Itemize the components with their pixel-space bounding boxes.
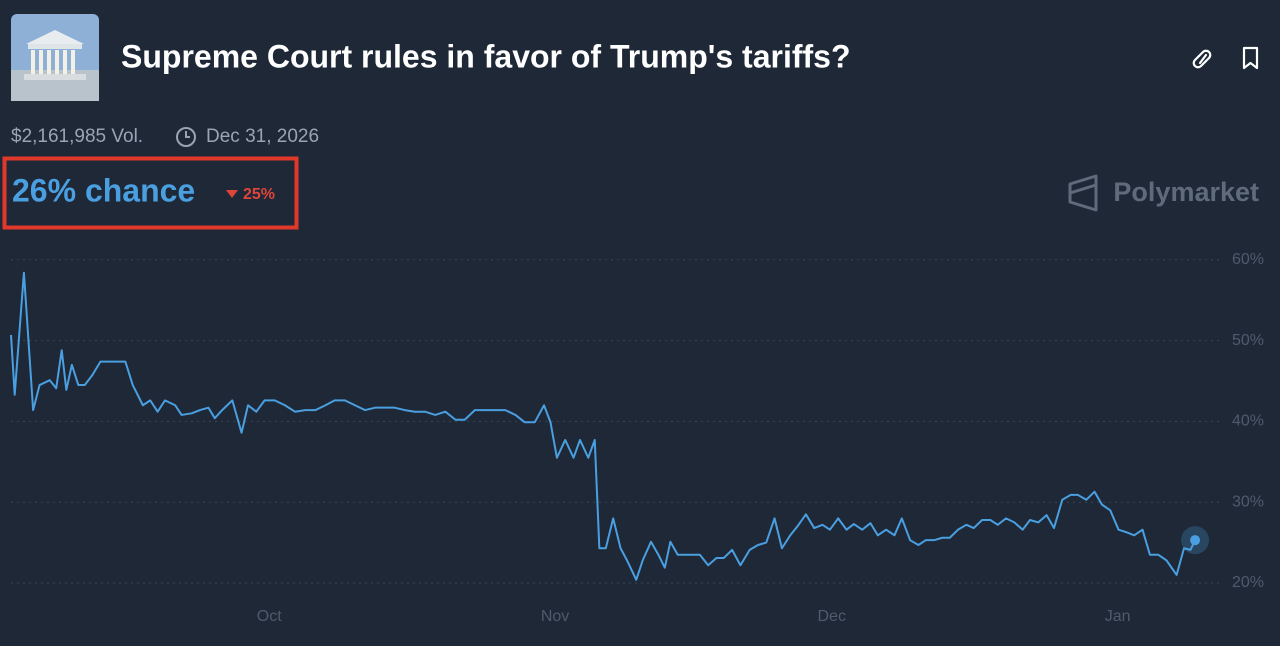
current-point (1190, 535, 1201, 546)
x-tick-label: Dec (818, 608, 846, 625)
change: 25% (243, 186, 275, 203)
y-tick-label: 40% (1232, 413, 1264, 430)
brand-logo (1068, 174, 1098, 212)
x-tick-label: Oct (257, 608, 282, 625)
end-date: Dec 31, 2026 (206, 126, 319, 147)
market-title: Supreme Court rules in favor of Trump's … (121, 38, 851, 74)
clock-icon (176, 127, 196, 147)
bookmark-button[interactable] (1242, 46, 1259, 70)
y-tick-label: 50% (1232, 332, 1264, 349)
chance: 26% chance (12, 172, 195, 208)
chart: 20% 30% 40% 50% 60% Oct Nov Dec Jan (10, 251, 1264, 625)
volume: $2,161,985 Vol. (11, 126, 143, 147)
market-image (11, 14, 99, 101)
x-tick-label: Jan (1105, 608, 1131, 625)
y-tick-label: 20% (1232, 574, 1264, 591)
y-tick-label: 30% (1232, 493, 1264, 510)
x-tick-label: Nov (541, 608, 569, 625)
down-arrow (226, 190, 238, 198)
brand-name: Polymarket (1113, 177, 1259, 207)
copy-link-button[interactable] (1192, 49, 1212, 69)
highlight-box (2, 156, 299, 230)
y-tick-label: 60% (1232, 251, 1264, 268)
price-line (10, 271, 1196, 581)
